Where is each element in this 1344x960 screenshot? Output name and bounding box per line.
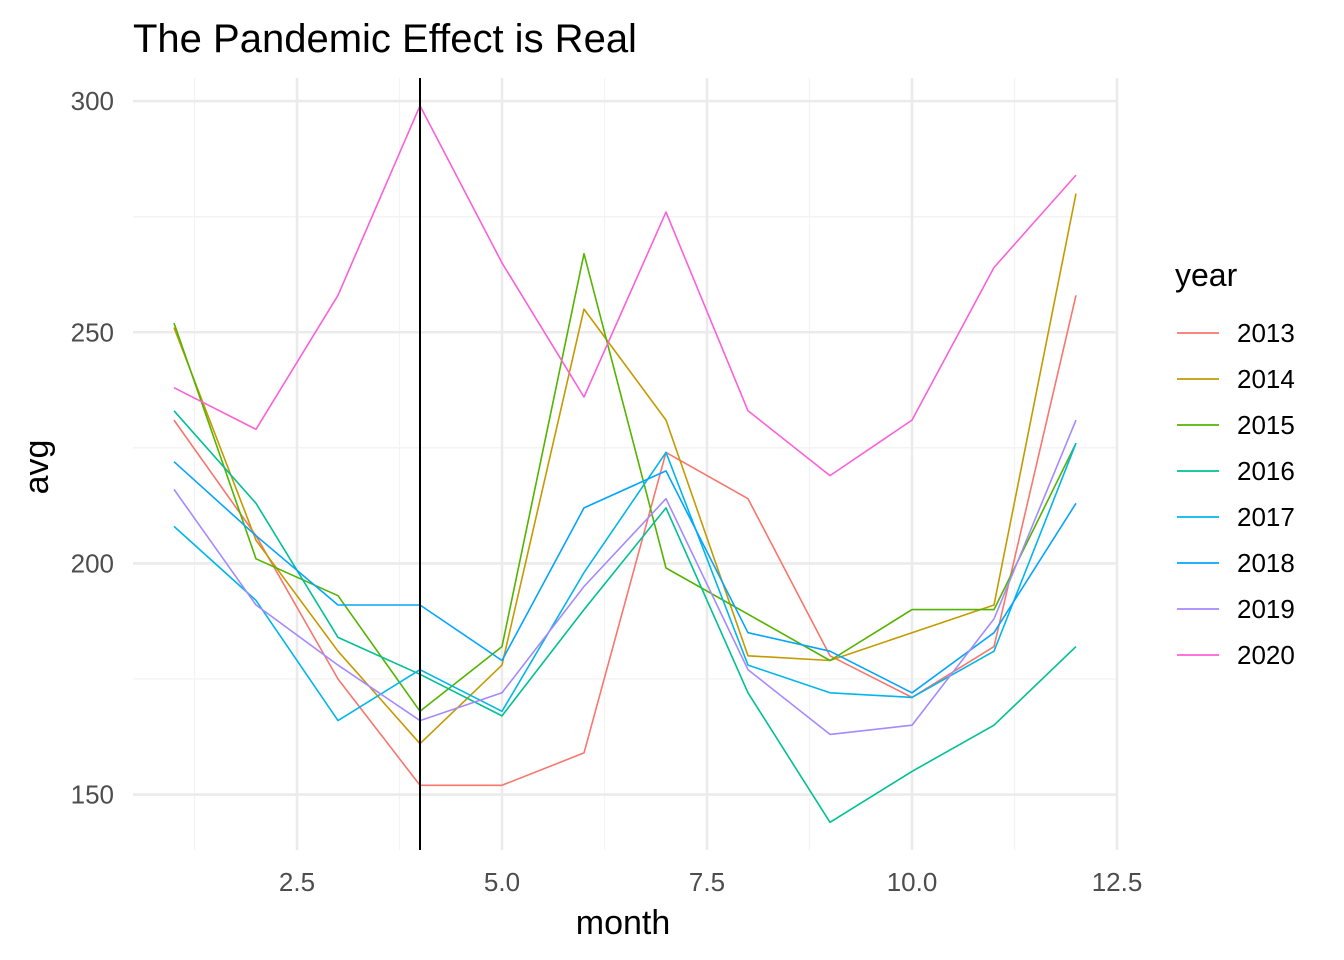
axis-ticks: 2.5 5.0 7.5 10.0 12.5 150 200 250 300 (71, 86, 1143, 897)
legend-label-2017: 2017 (1237, 502, 1295, 532)
legend-label-2015: 2015 (1237, 410, 1295, 440)
series-line-2015 (173, 252, 1077, 713)
legend-label-2014: 2014 (1237, 364, 1295, 394)
grid (133, 78, 1119, 850)
legend-label-2020: 2020 (1237, 640, 1295, 670)
legend-label-2016: 2016 (1237, 456, 1295, 486)
y-tick-label: 250 (71, 317, 114, 347)
chart-title: The Pandemic Effect is Real (133, 17, 637, 61)
legend: year 2013 2014 2015 2016 2017 2018 2019 2020 (1175, 257, 1295, 670)
series-line-2019 (173, 419, 1077, 736)
series-line-2016 (173, 410, 1077, 824)
x-axis-title: month (576, 904, 671, 942)
x-tick-label: 7.5 (689, 867, 725, 897)
y-axis-title: avg (18, 440, 56, 495)
series-line-2020 (173, 104, 1077, 477)
series-line-2018 (173, 461, 1077, 694)
legend-label-2013: 2013 (1237, 318, 1295, 348)
series-line-2014 (173, 193, 1077, 745)
x-tick-label: 5.0 (484, 867, 520, 897)
y-tick-label: 150 (71, 780, 114, 810)
series-line-2017 (173, 442, 1077, 722)
series-line-2013 (173, 295, 1077, 787)
legend-title: year (1175, 257, 1238, 293)
plot-series (173, 104, 1077, 824)
x-tick-label: 10.0 (887, 867, 938, 897)
x-tick-label: 12.5 (1092, 867, 1143, 897)
y-tick-label: 200 (71, 548, 114, 578)
y-tick-label: 300 (71, 86, 114, 116)
legend-label-2018: 2018 (1237, 548, 1295, 578)
legend-label-2019: 2019 (1237, 594, 1295, 624)
x-tick-label: 2.5 (279, 867, 315, 897)
